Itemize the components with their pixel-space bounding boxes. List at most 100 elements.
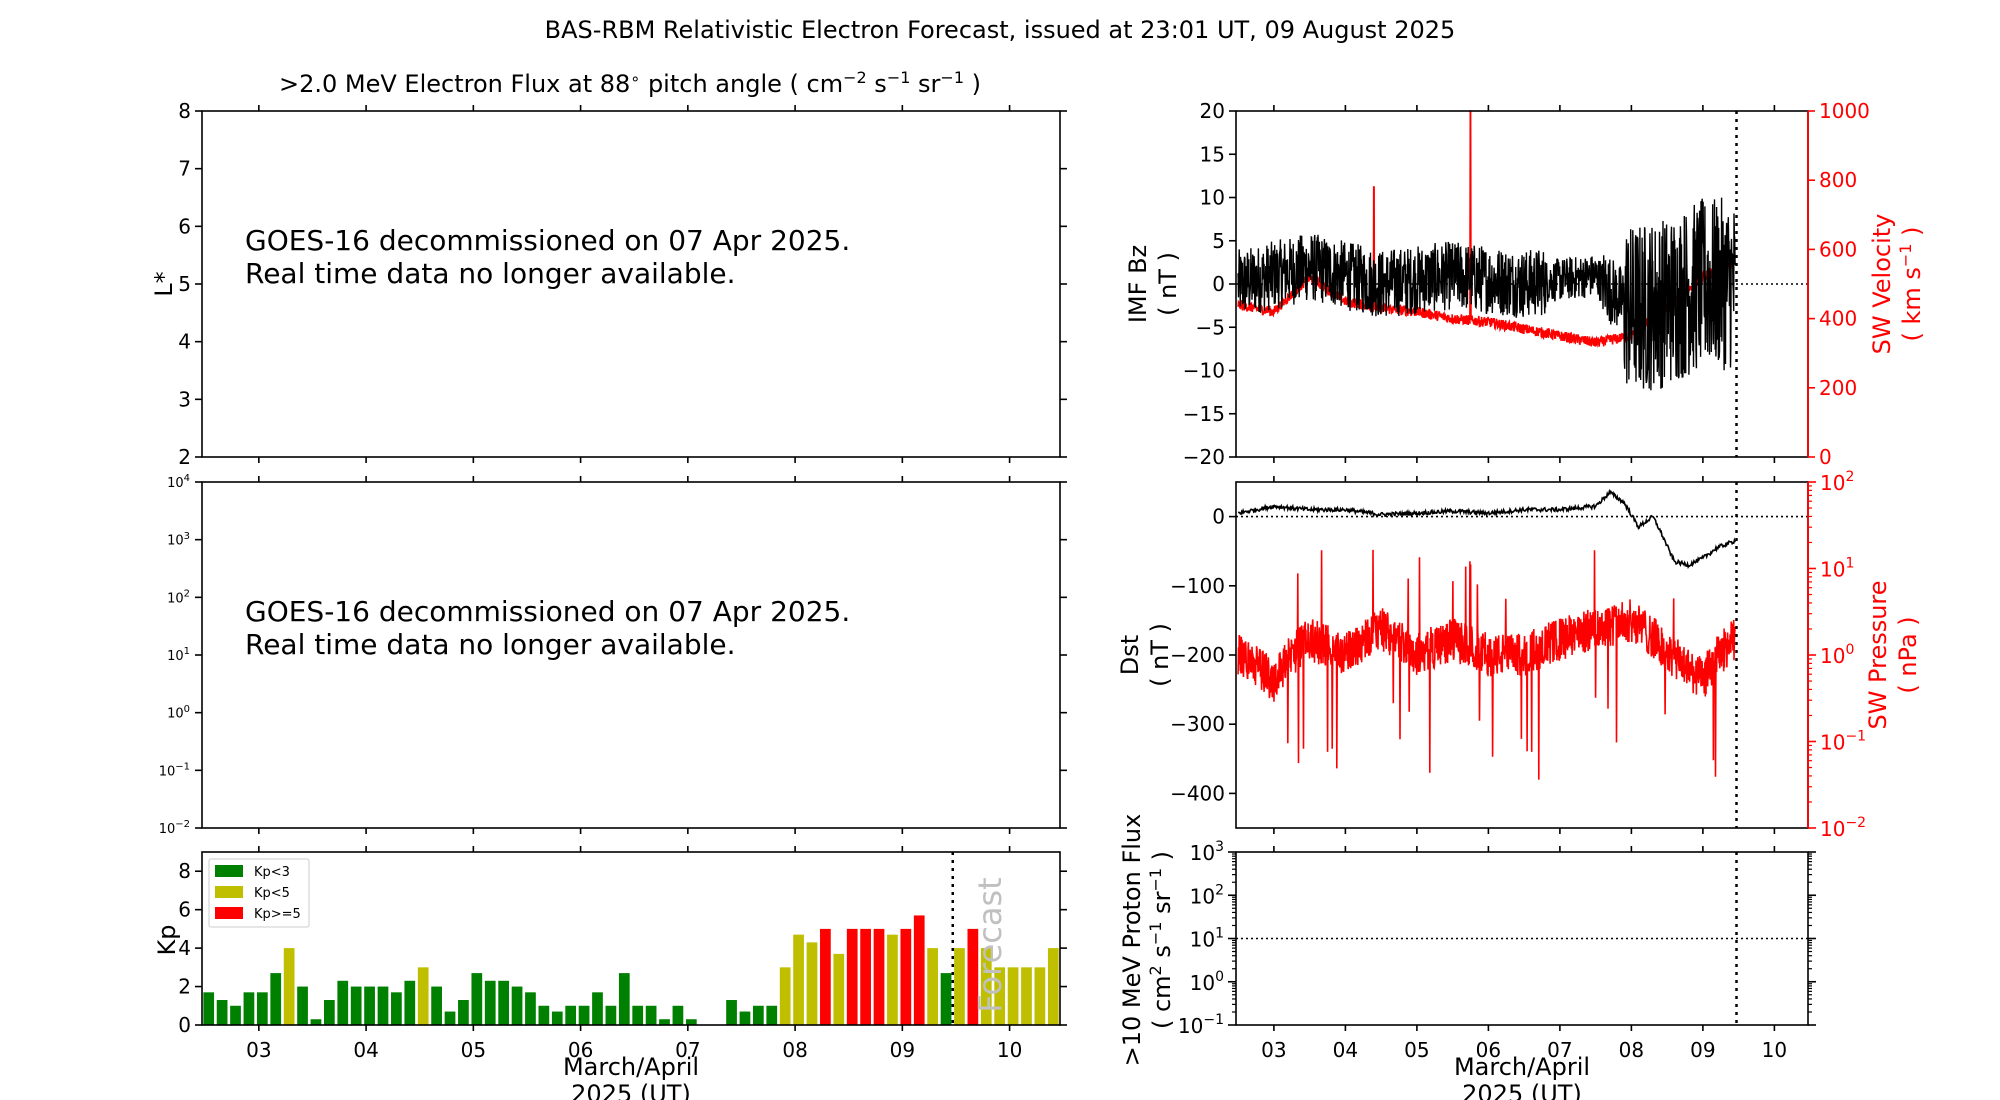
sw-velocity-tick-label: 800 bbox=[1819, 168, 1857, 192]
sw-pressure-tick-label: 102 bbox=[1820, 469, 1854, 495]
legend-swatch-kp-mid bbox=[215, 886, 243, 898]
kp-bar bbox=[1021, 967, 1032, 1025]
imf-tick-label: 10 bbox=[1200, 186, 1225, 210]
imf-axis-label-line1: IMF Bz bbox=[1124, 245, 1152, 323]
imf-tick-label: −20 bbox=[1183, 445, 1225, 469]
lstar-tick-label: 8 bbox=[178, 99, 191, 123]
proton-tick-label: 101 bbox=[1190, 926, 1224, 952]
kp-bar bbox=[350, 986, 362, 1025]
x-tick-label: 05 bbox=[1404, 1038, 1429, 1062]
kp-bar bbox=[806, 942, 818, 1025]
kp-bar bbox=[739, 1011, 751, 1025]
flux-log-tick-label: 10−1 bbox=[159, 761, 190, 779]
decommission-message-line2: Real time data no longer available. bbox=[245, 257, 736, 290]
kp-bar bbox=[820, 928, 831, 1025]
proton-axis-label-line1: >10 MeV Proton Flux bbox=[1118, 814, 1146, 1067]
sw-velocity-tick-label: 600 bbox=[1819, 237, 1857, 261]
kp-bar bbox=[551, 1011, 563, 1025]
kp-bar bbox=[498, 980, 510, 1025]
dst-tick-label: −400 bbox=[1170, 781, 1225, 805]
lstar-tick-label: 6 bbox=[178, 214, 191, 238]
kp-bar bbox=[793, 934, 804, 1025]
legend-label-kp-high: Kp>=5 bbox=[254, 907, 301, 922]
kp-bar bbox=[994, 967, 1006, 1025]
kp-xlabel-line2: 2025 (UT) bbox=[571, 1080, 691, 1100]
kp-bar bbox=[779, 967, 791, 1025]
lstar-tick-label: 3 bbox=[178, 387, 191, 411]
kp-bar bbox=[833, 953, 845, 1025]
dst-tick-label: 0 bbox=[1212, 505, 1225, 529]
kp-bar bbox=[458, 1000, 469, 1025]
legend-swatch-kp-low bbox=[215, 865, 243, 877]
kp-bar bbox=[860, 928, 871, 1025]
kp-bar bbox=[752, 1005, 764, 1025]
panel-proton-flux: 10−1 100 101 102 103 03 04 05 06 07 08 09 10 >10 Me… bbox=[1118, 814, 1816, 1100]
panel-flux-log: 10−2 10−1 100 101 102 103 104 GOES-16 decommis… bbox=[159, 473, 1067, 837]
kp-bar bbox=[605, 1005, 617, 1025]
sw-velocity-tick-label: 0 bbox=[1819, 445, 1832, 469]
dst-tick-label: −300 bbox=[1170, 712, 1225, 736]
kp-bar bbox=[659, 1019, 670, 1025]
flux-log-tick-label: 101 bbox=[167, 646, 190, 664]
kp-xlabel-line1: March/April bbox=[563, 1053, 699, 1081]
kp-bar bbox=[404, 980, 416, 1025]
forecast-label: Forecast bbox=[971, 877, 1009, 1012]
kp-bar bbox=[1047, 948, 1059, 1025]
kp-bar bbox=[323, 1000, 335, 1025]
x-tick-label: 04 bbox=[1333, 1038, 1358, 1062]
kp-bar bbox=[525, 992, 536, 1025]
sw-pressure-axis-label-line2: ( nPa ) bbox=[1894, 616, 1922, 693]
x-tick-label: 10 bbox=[997, 1038, 1022, 1062]
kp-bar bbox=[243, 992, 255, 1025]
kp-bar bbox=[954, 948, 965, 1025]
imf-tick-label: 5 bbox=[1212, 229, 1225, 253]
imf-bz-line bbox=[1237, 197, 1736, 391]
kp-bar bbox=[940, 973, 952, 1025]
x-tick-label: 09 bbox=[890, 1038, 915, 1062]
kp-bar bbox=[203, 992, 215, 1025]
decommission-message-line1: GOES-16 decommissioned on 07 Apr 2025. bbox=[245, 595, 850, 628]
kp-bar bbox=[766, 1005, 778, 1025]
panel-flux-lstar: >2.0 MeV Electron Flux at 88∘ pitch angl… bbox=[150, 68, 1067, 469]
proton-tick-label: 10−1 bbox=[1178, 1012, 1224, 1038]
kp-bar bbox=[216, 1000, 228, 1025]
dst-tick-label: −100 bbox=[1170, 574, 1225, 598]
sw-velocity-axis-label-line1: SW Velocity bbox=[1868, 214, 1896, 355]
kp-bar bbox=[618, 973, 630, 1025]
sw-velocity-axis-label-line2: ( km s−1 ) bbox=[1896, 227, 1926, 342]
kp-legend: Kp<3 Kp<5 Kp>=5 bbox=[208, 858, 310, 928]
kp-bar bbox=[967, 928, 979, 1025]
lstar-axis-label: L* bbox=[150, 271, 178, 296]
imf-tick-label: −10 bbox=[1183, 359, 1225, 383]
kp-bar bbox=[391, 992, 402, 1025]
kp-frame bbox=[201, 851, 1061, 1026]
flux-log-tick-label: 102 bbox=[167, 588, 190, 606]
proton-axis-label-line2: ( cm2 s−1 sr−1 ) bbox=[1146, 851, 1176, 1029]
legend-swatch-kp-high bbox=[215, 907, 243, 919]
kp-bar bbox=[310, 1019, 322, 1025]
kp-bar bbox=[538, 1005, 550, 1025]
proton-tick-label: 102 bbox=[1190, 882, 1224, 908]
kp-tick-label: 4 bbox=[178, 936, 191, 960]
kp-bar bbox=[444, 1011, 456, 1025]
x-tick-label: 07 bbox=[675, 1038, 700, 1062]
x-tick-label: 06 bbox=[568, 1038, 593, 1062]
kp-bar bbox=[1007, 967, 1019, 1025]
decommission-message-line1: GOES-16 decommissioned on 07 Apr 2025. bbox=[245, 224, 850, 257]
kp-bar bbox=[913, 915, 925, 1025]
dst-axis-label-line1: Dst bbox=[1116, 635, 1144, 675]
kp-bar bbox=[511, 986, 523, 1025]
x-tick-label: 08 bbox=[1619, 1038, 1644, 1062]
kp-bar bbox=[887, 934, 898, 1025]
kp-bar bbox=[471, 973, 483, 1025]
kp-bar bbox=[927, 948, 939, 1025]
proton-tick-label: 100 bbox=[1190, 969, 1224, 995]
kp-bar bbox=[230, 1005, 241, 1025]
x-tick-label: 05 bbox=[461, 1038, 486, 1062]
sw-pressure-line bbox=[1237, 549, 1736, 780]
sw-pressure-tick-label: 101 bbox=[1820, 556, 1854, 582]
kp-bar bbox=[431, 986, 442, 1025]
sw-pressure-tick-label: 10−1 bbox=[1820, 729, 1866, 755]
imf-tick-label: 20 bbox=[1200, 99, 1225, 123]
flux-log-tick-label: 100 bbox=[167, 704, 190, 722]
